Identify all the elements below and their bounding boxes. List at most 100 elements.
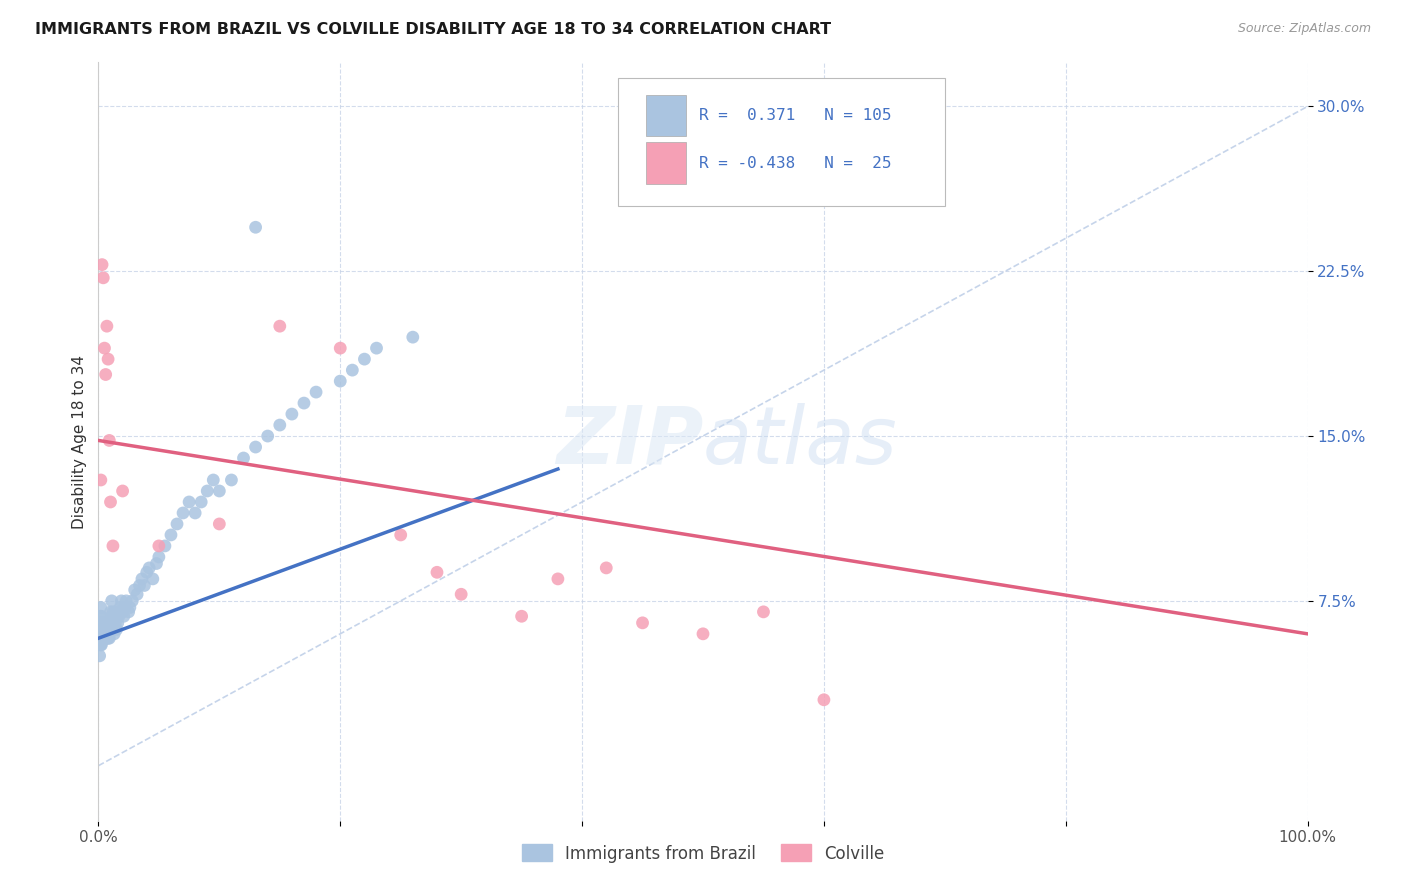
Point	[104, 605, 127, 619]
Point	[121, 594, 143, 608]
Point	[692, 627, 714, 641]
Point	[813, 692, 835, 706]
Point	[90, 609, 112, 624]
Point	[208, 516, 231, 531]
Point	[221, 473, 243, 487]
Y-axis label: Disability Age 18 to 34: Disability Age 18 to 34	[72, 354, 87, 529]
Point	[96, 632, 118, 646]
Point	[402, 330, 425, 344]
Point	[93, 615, 115, 630]
Point	[256, 429, 278, 443]
Point	[128, 578, 150, 592]
Point	[98, 623, 121, 637]
Point	[96, 615, 118, 630]
Point	[111, 605, 134, 619]
Point	[127, 587, 149, 601]
Point	[93, 627, 115, 641]
Text: ZIP: ZIP	[555, 402, 703, 481]
Text: R = -0.438   N =  25: R = -0.438 N = 25	[699, 156, 891, 170]
Point	[124, 582, 146, 597]
Point	[89, 627, 111, 641]
Point	[90, 638, 112, 652]
Point	[426, 566, 449, 580]
Legend: Immigrants from Brazil, Colville: Immigrants from Brazil, Colville	[515, 838, 891, 869]
Point	[232, 450, 254, 465]
Point	[98, 632, 121, 646]
Point	[208, 483, 231, 498]
Text: Source: ZipAtlas.com: Source: ZipAtlas.com	[1237, 22, 1371, 36]
FancyBboxPatch shape	[647, 95, 686, 136]
Point	[269, 418, 291, 433]
Point	[101, 539, 124, 553]
Point	[89, 615, 111, 630]
Point	[100, 495, 122, 509]
Point	[103, 609, 125, 624]
Point	[89, 638, 111, 652]
Point	[98, 627, 121, 641]
Point	[103, 627, 125, 641]
Point	[91, 258, 114, 272]
Point	[90, 609, 112, 624]
Point	[245, 440, 267, 454]
Point	[342, 363, 364, 377]
Point	[91, 623, 114, 637]
Point	[93, 623, 115, 637]
Point	[329, 341, 352, 355]
Point	[190, 495, 212, 509]
Point	[353, 352, 375, 367]
Point	[96, 319, 118, 334]
Point	[101, 615, 124, 630]
Point	[89, 632, 111, 646]
Point	[90, 638, 112, 652]
Point	[101, 605, 124, 619]
Point	[752, 605, 775, 619]
Point	[89, 623, 111, 637]
Point	[134, 578, 156, 592]
Point	[179, 495, 201, 509]
Point	[153, 539, 176, 553]
Point	[90, 623, 112, 637]
Point	[90, 615, 112, 630]
Point	[90, 632, 112, 646]
Point	[389, 528, 412, 542]
Point	[510, 609, 533, 624]
Point	[90, 473, 112, 487]
Point	[118, 605, 141, 619]
Point	[96, 623, 118, 637]
Point	[115, 594, 138, 608]
Point	[91, 623, 114, 637]
FancyBboxPatch shape	[647, 143, 686, 184]
Point	[100, 615, 122, 630]
Point	[305, 385, 328, 400]
Point	[148, 539, 170, 553]
Point	[245, 220, 267, 235]
Text: R =  0.371   N = 105: R = 0.371 N = 105	[699, 108, 891, 123]
Point	[547, 572, 569, 586]
Point	[94, 632, 117, 646]
Point	[166, 516, 188, 531]
Point	[172, 506, 194, 520]
Point	[93, 615, 115, 630]
Point	[160, 528, 183, 542]
Point	[142, 572, 165, 586]
Point	[90, 627, 112, 641]
Point	[100, 609, 122, 624]
Point	[90, 600, 112, 615]
Point	[89, 648, 111, 663]
Point	[93, 632, 115, 646]
Text: IMMIGRANTS FROM BRAZIL VS COLVILLE DISABILITY AGE 18 TO 34 CORRELATION CHART: IMMIGRANTS FROM BRAZIL VS COLVILLE DISAB…	[35, 22, 831, 37]
Point	[269, 319, 291, 334]
Point	[96, 615, 118, 630]
Point	[631, 615, 654, 630]
Point	[96, 627, 118, 641]
Point	[105, 623, 128, 637]
Point	[108, 600, 131, 615]
Point	[118, 600, 141, 615]
Point	[94, 623, 117, 637]
Point	[292, 396, 315, 410]
Point	[94, 627, 117, 641]
Point	[97, 627, 120, 641]
Point	[93, 341, 115, 355]
Point	[135, 566, 157, 580]
FancyBboxPatch shape	[619, 78, 945, 207]
